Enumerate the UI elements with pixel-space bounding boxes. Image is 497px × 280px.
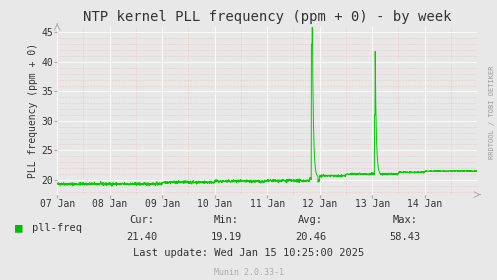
- Title: NTP kernel PLL frequency (ppm + 0) - by week: NTP kernel PLL frequency (ppm + 0) - by …: [83, 10, 451, 24]
- Text: Max:: Max:: [393, 215, 417, 225]
- Text: pll-freq: pll-freq: [32, 223, 83, 233]
- Text: Min:: Min:: [214, 215, 239, 225]
- Text: ■: ■: [15, 222, 22, 235]
- Text: 19.19: 19.19: [211, 232, 242, 242]
- Text: Avg:: Avg:: [298, 215, 323, 225]
- Y-axis label: PLL frequency (ppm + 0): PLL frequency (ppm + 0): [28, 43, 38, 178]
- Text: 58.43: 58.43: [390, 232, 420, 242]
- Text: Cur:: Cur:: [129, 215, 154, 225]
- Text: 20.46: 20.46: [295, 232, 326, 242]
- Text: Last update: Wed Jan 15 10:25:00 2025: Last update: Wed Jan 15 10:25:00 2025: [133, 248, 364, 258]
- Text: 21.40: 21.40: [126, 232, 157, 242]
- Text: Munin 2.0.33-1: Munin 2.0.33-1: [214, 268, 283, 277]
- Text: RRDTOOL / TOBI OETIKER: RRDTOOL / TOBI OETIKER: [489, 65, 495, 159]
